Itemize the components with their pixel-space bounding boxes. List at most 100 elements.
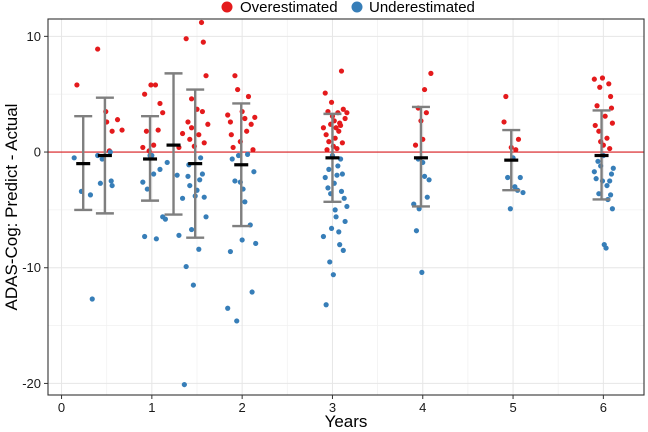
underestimated-point (327, 259, 333, 265)
overestimated-point (109, 128, 115, 134)
underestimated-point (591, 169, 597, 175)
x-tick-label: 2 (239, 400, 246, 415)
underestimated-point (190, 282, 196, 288)
grid (48, 19, 644, 395)
underestimated-point (183, 263, 189, 270)
x-axis: 0 1 2 3 4 5 6 (58, 395, 607, 415)
errorbar (502, 128, 521, 192)
overestimated-point (203, 73, 209, 79)
underestimated-point (595, 158, 601, 164)
overestimated-point (513, 147, 519, 153)
overestimated-point (225, 112, 231, 118)
overestimated-point (604, 135, 610, 141)
underestimated-point (179, 195, 186, 201)
overestimated-point (428, 70, 434, 76)
overestimated-point (227, 119, 234, 125)
overestimated-point (205, 121, 211, 127)
overestimated-point (148, 82, 154, 88)
legend-label-underestimated: Underestimated (369, 0, 475, 16)
underestimated-point (603, 245, 609, 251)
overestimated-point (151, 142, 157, 148)
underestimated-point (320, 233, 327, 240)
underestimated-point (157, 166, 163, 172)
underestimated-point (235, 152, 242, 159)
underestimated-point (151, 171, 157, 177)
overestimated-point (157, 100, 163, 107)
overestimated-point (152, 82, 159, 88)
overestimated-point (602, 113, 608, 119)
overestimated-point (322, 90, 328, 96)
overestimated-point (597, 84, 603, 90)
overestimated-point (596, 128, 602, 134)
underestimated-point (608, 171, 615, 177)
overestimated-point (342, 115, 348, 122)
overestimated-point (114, 117, 121, 123)
underestimated-point (239, 237, 245, 243)
errorbar (592, 109, 611, 201)
overestimated-point (252, 114, 258, 120)
y-tick-label: -10 (22, 260, 41, 275)
x-tick-label: 3 (329, 400, 336, 415)
underestimated-point (593, 176, 599, 182)
overestimated-point (228, 132, 234, 138)
underestimated-point (89, 296, 95, 302)
plot-border (47, 18, 645, 396)
errorbar (186, 88, 205, 239)
underestimated-point (232, 178, 238, 184)
overestimated-point (142, 91, 148, 97)
underestimated-point (326, 166, 332, 172)
underestimated-point (164, 159, 170, 166)
overestimated-point (185, 119, 191, 125)
underestimated-point (109, 182, 115, 189)
overestimated-point (188, 96, 195, 102)
overestimated-point (340, 106, 346, 112)
overestimated-point (143, 128, 150, 134)
overestimated-point (183, 36, 189, 42)
overestimated-point (515, 136, 522, 142)
errorbar (164, 72, 183, 216)
overestimated-point (188, 125, 195, 131)
overestimated-point (230, 144, 236, 151)
overestimated-point (95, 46, 101, 52)
underestimated-point (181, 381, 187, 388)
overestimated-point (503, 93, 509, 100)
overestimated-point (599, 75, 606, 81)
underestimated-point (609, 206, 615, 212)
underestimated-point (336, 229, 342, 235)
underestimated-point (142, 233, 148, 240)
overestimated-point (323, 132, 329, 138)
underestimated-point (97, 180, 103, 186)
underestimated-point (87, 192, 94, 198)
underestimated-point (242, 199, 248, 205)
underestimated-point (249, 289, 255, 295)
overestimated-point (423, 110, 429, 116)
underestimated-point (162, 216, 168, 222)
x-tick-label: 5 (509, 400, 516, 415)
y-axis-title: ADAS-Cog: Predict - Actual (2, 104, 21, 311)
overestimated-point (74, 82, 80, 88)
underestimated-point (342, 218, 348, 225)
underestimated-point (229, 156, 235, 162)
underestimated-point (140, 179, 146, 185)
underestimated-point (421, 173, 428, 179)
x-tick-label: 0 (58, 400, 65, 415)
underestimated-point (176, 232, 182, 238)
underestimated-point (153, 236, 159, 242)
legend: Overestimated Underestimated (221, 0, 475, 16)
x-tick-label: 4 (419, 400, 426, 415)
underestimated-point (610, 165, 616, 171)
errorbar (323, 112, 342, 203)
errorbar (232, 102, 251, 228)
underestimated-point (341, 195, 347, 201)
underestimated-point (339, 171, 345, 177)
overestimated-point (155, 127, 161, 133)
underestimated-point (99, 156, 105, 162)
errorbar (95, 96, 114, 215)
y-tick-label: 10 (27, 29, 41, 44)
underestimated-point (199, 171, 206, 177)
underestimated-point (413, 228, 420, 234)
underestimated-point (108, 178, 114, 184)
overestimated-point (328, 99, 335, 105)
overestimated-point (198, 19, 205, 26)
